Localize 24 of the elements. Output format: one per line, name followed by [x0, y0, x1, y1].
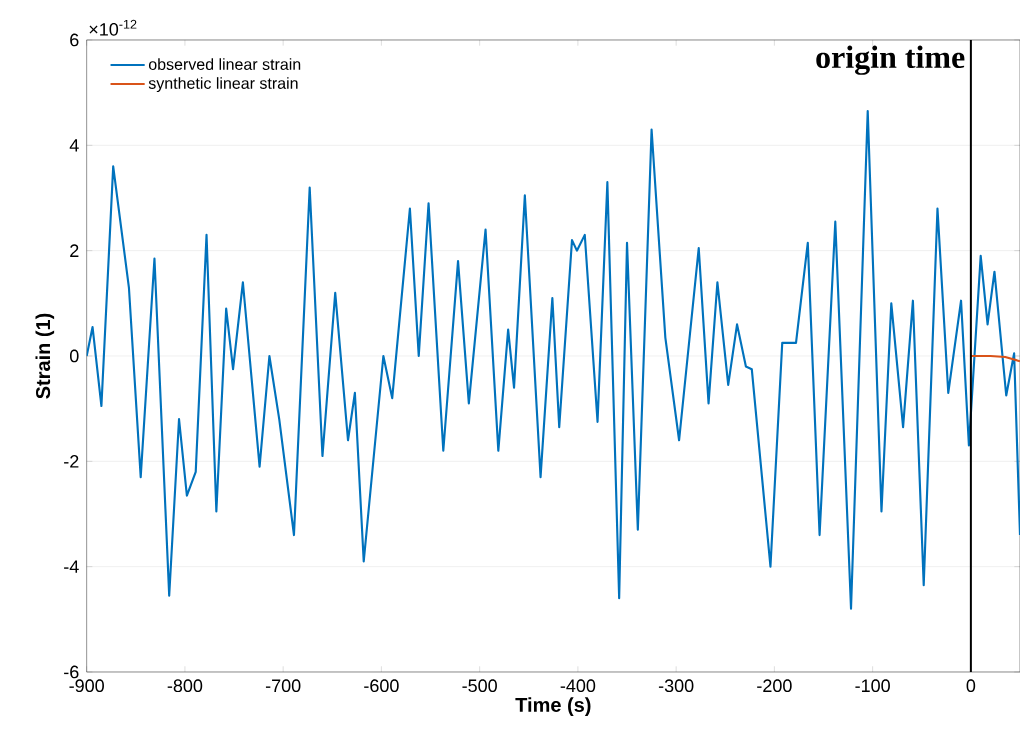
x-tick-label: -100: [855, 679, 890, 692]
y-tick-label: -2: [64, 454, 79, 468]
ref-line-label: origin time: [816, 45, 965, 75]
y-tick-label: 6: [70, 33, 79, 47]
x-tick-label: -700: [265, 679, 301, 692]
y-tick-label: 2: [70, 244, 79, 257]
text: ×10$^{-12}$: [89, 19, 137, 36]
x-axis-title: Time (s): [515, 697, 591, 716]
x-tick-label: -200: [757, 679, 792, 692]
line-series: [86, 109, 1020, 610]
y-axis-title: Strain (1): [35, 313, 55, 399]
x-tick-label: -800: [167, 679, 203, 692]
x-tick-label: 0: [966, 679, 976, 692]
y-tick-label: 0: [69, 349, 79, 363]
legend-label: observed linear strain: [148, 58, 301, 70]
y-tick-label: -6: [64, 665, 79, 679]
y-tick-label: 4: [69, 138, 79, 152]
y-tick-label: -4: [64, 560, 79, 573]
x-tick-label: -500: [462, 679, 497, 692]
x-tick-label: -400: [560, 679, 596, 692]
x-tick-label: -300: [658, 679, 694, 692]
legend-label: synthetic linear strain: [148, 77, 298, 92]
x-tick-label: -600: [364, 679, 399, 692]
x-tick-label: -900: [69, 679, 104, 692]
